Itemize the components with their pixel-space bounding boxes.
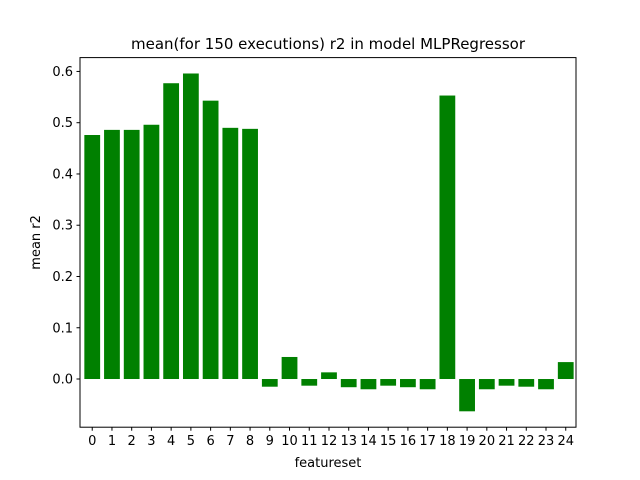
- chart-title: mean(for 150 executions) r2 in model MLP…: [131, 35, 526, 53]
- x-tick-label: 13: [340, 434, 357, 449]
- bar-24: [557, 362, 574, 380]
- bar-8: [242, 128, 258, 380]
- x-tick-label: 10: [281, 434, 298, 449]
- bar-5: [182, 73, 199, 380]
- x-tick-label: 0: [88, 434, 96, 449]
- bar-17: [419, 379, 436, 390]
- y-axis: 0.0 0.1 0.2 0.3 0.4 0.5 0.6: [52, 65, 80, 388]
- x-tick-label: 17: [419, 434, 436, 449]
- y-tick-label: 0.6: [52, 65, 73, 80]
- bar-9: [261, 379, 278, 387]
- x-tick-label: 14: [360, 434, 377, 449]
- x-tick-label: 19: [459, 434, 476, 449]
- x-tick-label: 1: [108, 434, 116, 449]
- bar-20: [478, 379, 495, 390]
- bar-16: [400, 379, 416, 388]
- bar-10: [281, 356, 298, 380]
- y-tick-label: 0.0: [52, 373, 73, 388]
- x-axis: 0 1 2 3 4 5 6 7 8 9 10 11 12 13 14 15 16 17 18 19 20 21 22 23 24: [88, 427, 574, 449]
- y-tick-label: 0.1: [52, 321, 73, 336]
- x-tick-label: 20: [479, 434, 496, 449]
- x-tick-label: 23: [538, 434, 555, 449]
- bar-0: [84, 135, 101, 380]
- x-tick-label: 24: [557, 434, 574, 449]
- y-tick-label: 0.5: [52, 116, 73, 131]
- y-tick-label: 0.4: [52, 167, 73, 182]
- plot-frame: [79, 57, 577, 428]
- bar-11: [301, 379, 318, 386]
- x-tick-label: 5: [187, 434, 195, 449]
- x-axis-label: featureset: [295, 456, 362, 471]
- bar-6: [202, 100, 219, 380]
- bar-19: [459, 379, 475, 412]
- y-tick-label: 0.3: [52, 219, 73, 234]
- x-tick-label: 16: [400, 434, 417, 449]
- bar-7: [222, 127, 239, 380]
- x-tick-label: 11: [301, 434, 318, 449]
- x-tick-label: 22: [518, 434, 535, 449]
- x-tick-label: 2: [128, 434, 136, 449]
- bars-group: [84, 73, 574, 412]
- x-tick-label: 3: [147, 434, 155, 449]
- x-tick-label: 18: [439, 434, 456, 449]
- x-tick-label: 6: [206, 434, 214, 449]
- bar-3: [143, 124, 160, 380]
- bar-12: [321, 372, 337, 380]
- bar-2: [123, 129, 140, 380]
- bar-14: [360, 379, 377, 390]
- x-tick-label: 4: [167, 434, 175, 449]
- x-tick-label: 7: [226, 434, 234, 449]
- bar-13: [340, 379, 357, 388]
- bar-4: [163, 83, 180, 380]
- bar-21: [498, 379, 515, 386]
- bar-1: [104, 129, 120, 380]
- x-tick-label: 9: [266, 434, 274, 449]
- x-tick-label: 15: [380, 434, 397, 449]
- y-axis-label: mean r2: [29, 215, 44, 270]
- x-tick-label: 12: [321, 434, 338, 449]
- x-tick-label: 8: [246, 434, 254, 449]
- bar-22: [518, 379, 535, 387]
- bar-23: [538, 379, 554, 390]
- bar-18: [439, 95, 456, 380]
- bar-15: [380, 379, 397, 386]
- x-tick-label: 21: [498, 434, 515, 449]
- y-tick-label: 0.2: [52, 270, 73, 285]
